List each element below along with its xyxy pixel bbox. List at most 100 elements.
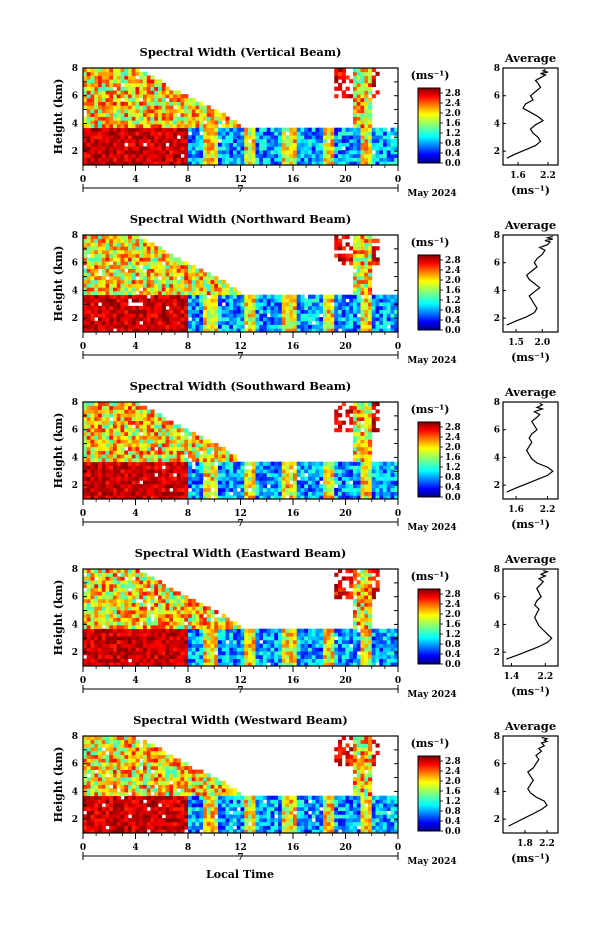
heatmap-cell xyxy=(131,257,136,262)
heatmap-cell xyxy=(285,157,290,162)
chart-title: Spectral Width (Vertical Beam) xyxy=(140,45,342,59)
heatmap-cell xyxy=(214,317,219,322)
heatmap-cell xyxy=(229,454,234,459)
heatmap-cell xyxy=(116,309,121,314)
heatmap-cell xyxy=(146,435,151,440)
heatmap-cell xyxy=(173,424,178,429)
heatmap-cell xyxy=(131,569,136,574)
heatmap-cell xyxy=(86,116,91,121)
heatmap-cell xyxy=(356,268,361,273)
heatmap-cell xyxy=(191,469,196,474)
heatmap-cell xyxy=(124,302,129,307)
heatmap-cell xyxy=(334,305,339,311)
heatmap-cell xyxy=(124,491,129,496)
heatmap-cell xyxy=(154,150,159,155)
heatmap-cell xyxy=(173,157,178,162)
heatmap-cell xyxy=(105,112,110,117)
heatmap-cell xyxy=(165,328,170,333)
heatmap-cell xyxy=(98,595,103,600)
heatmap-cell xyxy=(165,487,170,492)
heatmap-cell xyxy=(158,476,163,481)
heatmap-cell xyxy=(368,279,373,284)
heatmap-cell xyxy=(146,302,151,307)
heatmap-cell xyxy=(146,598,151,603)
x-tick-label: 0 xyxy=(395,175,401,185)
heatmap-cell xyxy=(135,246,140,251)
heatmap-cell xyxy=(143,469,148,474)
heatmap-cell xyxy=(379,461,384,466)
heatmap-cell xyxy=(195,313,200,318)
heatmap-cell xyxy=(161,264,166,269)
heatmap-cell xyxy=(161,647,166,652)
heatmap-cell xyxy=(154,86,159,91)
heatmap-cell xyxy=(150,450,155,455)
heatmap-cell xyxy=(184,439,189,444)
heatmap-cell xyxy=(128,431,133,436)
heatmap-cell xyxy=(131,617,136,622)
heatmap-cell xyxy=(248,131,253,136)
heatmap-cell xyxy=(176,261,181,266)
heatmap-cell xyxy=(131,632,136,637)
heatmap-cell xyxy=(364,86,369,91)
heatmap-cell xyxy=(356,309,361,314)
heatmap-cell xyxy=(263,157,268,162)
heatmap-cell xyxy=(360,138,365,144)
heatmap-cell xyxy=(124,636,129,641)
heatmap-cell xyxy=(135,253,140,258)
heatmap-cell xyxy=(86,127,91,132)
heatmap-cell xyxy=(296,309,301,314)
heatmap-cell xyxy=(169,428,174,433)
heatmap-cell xyxy=(199,101,204,106)
heatmap-cell xyxy=(386,150,391,155)
heatmap-cell xyxy=(169,287,174,292)
heatmap-cell xyxy=(128,651,133,656)
heatmap-cell xyxy=(150,606,155,611)
heatmap-cell xyxy=(255,309,260,314)
heatmap-cell xyxy=(364,484,369,489)
heatmap-cell xyxy=(165,161,170,166)
heatmap-cell xyxy=(161,135,166,140)
heatmap-cell xyxy=(188,105,193,110)
heatmap-cell xyxy=(101,264,106,269)
heatmap-cell xyxy=(113,257,118,262)
heatmap-cell xyxy=(124,572,129,577)
heatmap-cell xyxy=(394,131,399,136)
heatmap-cell xyxy=(191,157,196,162)
heatmap-cell xyxy=(105,79,110,84)
heatmap-cell xyxy=(150,610,155,615)
heatmap-cell xyxy=(356,161,361,166)
heatmap-cell xyxy=(169,302,174,307)
heatmap-cell xyxy=(135,268,140,273)
heatmap-cell xyxy=(158,439,163,444)
heatmap-cell xyxy=(158,283,163,288)
heatmap-cell xyxy=(90,276,95,281)
heatmap-cell xyxy=(345,320,350,325)
heatmap-cell xyxy=(221,320,226,325)
heatmap-cell xyxy=(86,654,91,659)
heatmap-cell xyxy=(116,617,121,622)
heatmap-cell xyxy=(368,153,373,158)
heatmap-cell xyxy=(191,279,196,284)
heatmap-cell xyxy=(345,153,350,158)
heatmap-cell xyxy=(158,639,163,645)
heatmap-cell xyxy=(94,583,99,589)
heatmap-cell xyxy=(274,135,279,140)
heatmap-cell xyxy=(169,142,174,147)
heatmap-cell xyxy=(143,302,148,307)
heatmap-cell xyxy=(124,294,129,299)
heatmap-cell xyxy=(180,294,185,299)
heatmap-cell xyxy=(131,610,136,615)
heatmap-cell xyxy=(101,261,106,266)
heatmap-cell xyxy=(90,90,95,95)
heatmap-cell xyxy=(113,317,118,322)
heatmap-cell xyxy=(176,142,181,147)
heatmap-cell xyxy=(146,305,151,311)
heatmap-cell xyxy=(184,428,189,433)
heatmap-cell xyxy=(206,317,211,322)
heatmap-cell xyxy=(323,484,328,489)
heatmap-cell xyxy=(206,439,211,444)
heatmap-cell xyxy=(296,142,301,147)
heatmap-cell xyxy=(394,161,399,166)
heatmap-cell xyxy=(364,272,369,277)
heatmap-cell xyxy=(203,443,208,448)
